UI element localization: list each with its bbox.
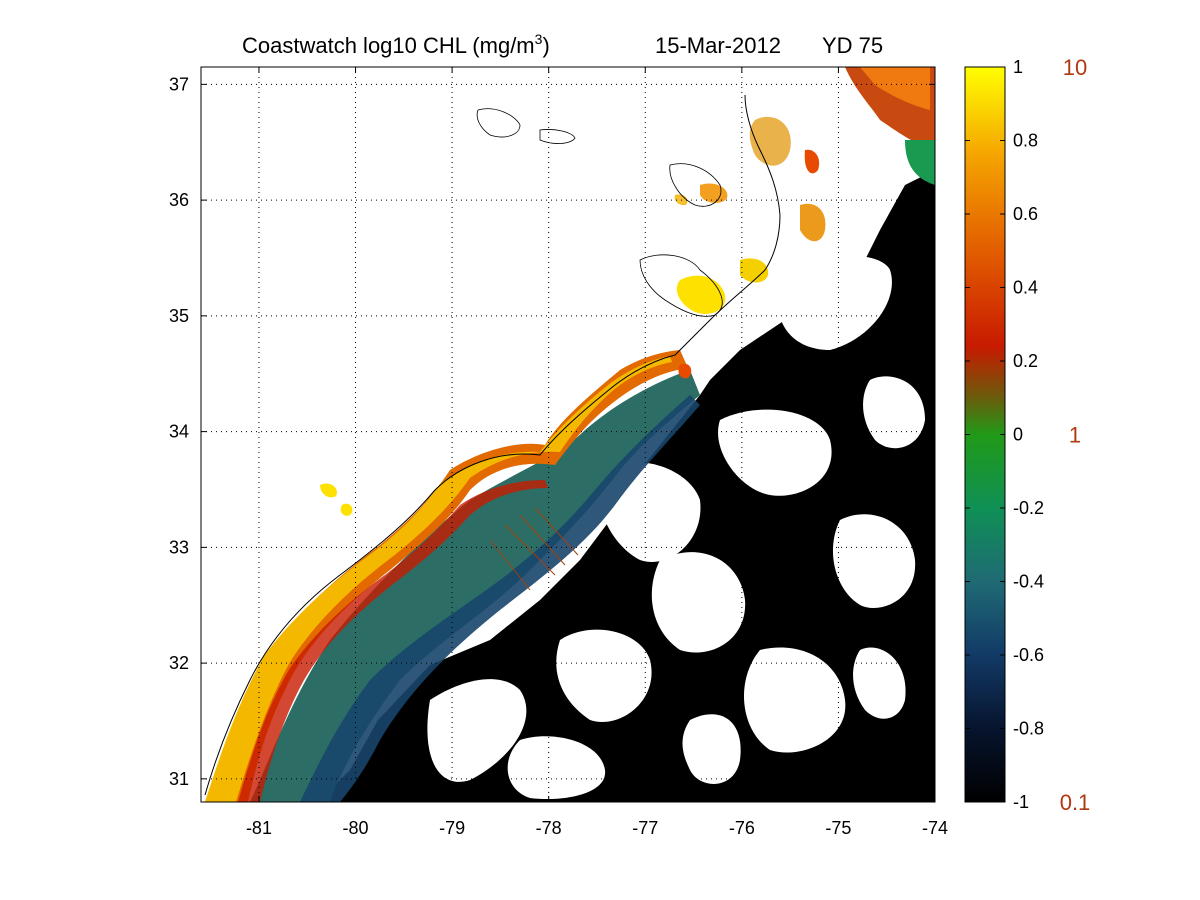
y-tick-label: 33 (169, 537, 189, 557)
y-tick-label: 34 (169, 422, 189, 442)
sound-chl-patches (320, 67, 935, 516)
colorbar-tick-label: 0.4 (1013, 278, 1038, 298)
offshore-low-chl (318, 170, 935, 802)
colorbar-tick-label: 0.6 (1013, 204, 1038, 224)
x-tick-label: -80 (343, 818, 369, 838)
colorbar-tick-label: -0.4 (1013, 572, 1044, 592)
coastline (204, 94, 781, 796)
shelf-band-deep (300, 395, 700, 802)
x-tick-label: -77 (632, 818, 658, 838)
colorbar-tick-label: 0.2 (1013, 351, 1038, 371)
colorbar (964, 66, 1006, 803)
transect-lines (489, 507, 579, 591)
cloud-patches (427, 256, 925, 800)
colorbar-linear-label: 0.1 (1060, 790, 1091, 815)
x-tick-label: -74 (922, 818, 948, 838)
colorbar-linear-label: 10 (1063, 55, 1087, 80)
y-axis: 31 32 33 34 35 36 37 (169, 74, 935, 789)
colorbar-tick-label: -0.8 (1013, 719, 1044, 739)
x-axis: -81 -80 -79 -78 -77 -76 -75 -74 (246, 67, 948, 838)
map-frame (200, 66, 936, 803)
map-title: Coastwatch log10 CHL (mg/m3) (242, 31, 550, 58)
colorbar-tick-label: -0.2 (1013, 498, 1044, 518)
colorbar-tick-label: 0 (1013, 425, 1023, 445)
y-tick-label: 37 (169, 74, 189, 94)
colorbar-tick-label: -0.6 (1013, 645, 1044, 665)
map-yearday: YD 75 (822, 33, 883, 58)
x-tick-label: -75 (825, 818, 851, 838)
colorbar-linear-label: 1 (1069, 423, 1081, 448)
map-area (201, 67, 935, 802)
colorbar-tick-label: 0.8 (1013, 131, 1038, 151)
colorbar-tick-label: 1 (1013, 57, 1023, 77)
y-tick-label: 35 (169, 306, 189, 326)
x-tick-label: -81 (246, 818, 272, 838)
x-tick-label: -76 (729, 818, 755, 838)
colorbar-linear-labels: 10 1 0.1 (1060, 55, 1091, 815)
x-tick-label: -78 (536, 818, 562, 838)
x-tick-label: -79 (439, 818, 465, 838)
y-tick-label: 32 (169, 653, 189, 673)
map-date: 15-Mar-2012 (655, 33, 781, 58)
colorbar-ticks: 1 0.8 0.6 0.4 0.2 0 -0.2 -0.4 -0.6 -0.8 -1 (965, 57, 1044, 812)
sound-outline (476, 108, 723, 317)
y-tick-label: 31 (169, 769, 189, 789)
colorbar-tick-label: -1 (1013, 792, 1029, 812)
y-tick-label: 36 (169, 190, 189, 210)
